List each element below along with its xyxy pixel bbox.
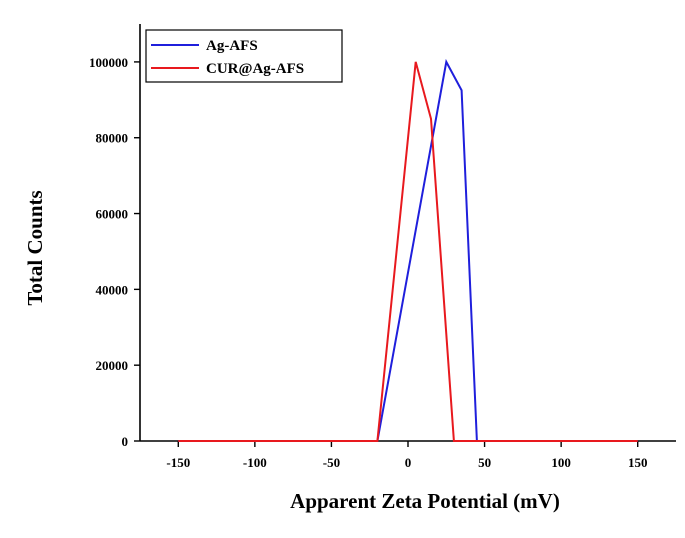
legend-label: Ag-AFS [206,38,258,54]
plot-axes [139,24,676,442]
series-line-cur-ag-afs [178,61,638,442]
y-tick-label: 40000 [96,282,129,297]
axis-ticks: -150 -100 -50 0 50 100 150 0 20000 40000 60000 8000… [89,55,647,470]
x-tick-label: 0 [405,455,412,470]
y-tick-label: 20000 [96,358,129,373]
series-lines [178,58,638,442]
legend-box [145,29,343,83]
chart-legend: Ag-AFS CUR@Ag-AFS [145,29,343,83]
y-tick-label: 100000 [89,55,128,70]
series-line-ag-afs [178,58,638,442]
y-tick-label: 0 [122,434,129,449]
legend-label: CUR@Ag-AFS [206,61,304,77]
x-tick-label: 150 [628,455,648,470]
x-tick-label: -150 [166,455,190,470]
y-tick-label: 60000 [96,207,129,222]
y-axis-title: Total Counts [23,190,47,305]
x-axis-title: Apparent Zeta Potential (mV) [290,489,560,513]
x-tick-label: -100 [243,455,267,470]
x-tick-label: 100 [551,455,571,470]
x-tick-label: -50 [323,455,340,470]
x-tick-label: 50 [478,455,491,470]
y-tick-label: 80000 [96,131,129,146]
